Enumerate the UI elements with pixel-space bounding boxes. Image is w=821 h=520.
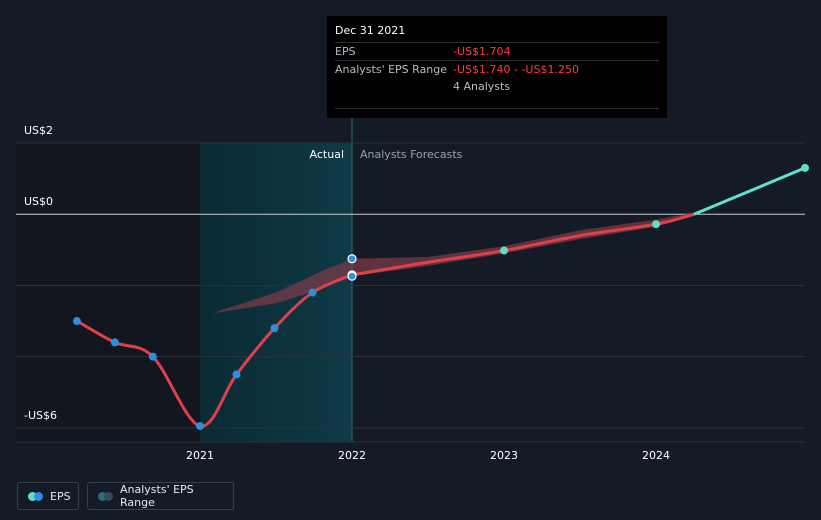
legend-eps-dot-1 [28,491,37,501]
y-tick-label-1: US$0 [24,195,53,208]
x-tick-label-1: 2022 [338,449,366,462]
eps-actual-point-0 [72,317,81,326]
legend-range-icon [98,491,113,501]
y-tick-label-2: -US$6 [24,409,57,422]
past-shade [16,143,201,442]
x-tick-label-3: 2024 [642,449,670,462]
legend-eps-icon [28,491,43,501]
legend-range-dot-1 [98,491,107,501]
tooltip-range-label: Analysts' EPS Range [335,63,448,76]
tooltip-eps-value: -US$1.704 [453,45,511,58]
legend-range-dot-2 [104,491,113,501]
tooltip-date: Dec 31 2021 [335,24,406,37]
actual-label: Actual [310,148,344,161]
tooltip-row-range: Analysts' EPS Range -US$1.740 - -US$1.25… [335,60,659,78]
x-tick-label-0: 2021 [186,449,214,462]
eps-forecast-point-4 [652,220,661,229]
eps-forecast-point-6 [801,163,809,172]
forecast-label: Analysts Forecasts [360,148,463,161]
x-tick-label-2: 2023 [490,449,518,462]
tooltip-divider [335,108,659,109]
tooltip-range-value: -US$1.740 - -US$1.250 [453,63,579,76]
tooltip-analysts-count: 4 Analysts [453,80,511,93]
tooltip-row-analysts: 4 Analysts [335,78,659,95]
tooltip-analysts-spacer [335,80,453,93]
eps-actual-point-6 [308,288,317,297]
eps-forecast-positive-line [693,166,806,216]
range-marker-0 [347,254,357,264]
eps-actual-point-2 [148,352,157,361]
eps-forecast-point-2 [500,246,509,255]
legend-eps[interactable]: EPS [17,482,79,510]
legend-range[interactable]: Analysts' EPS Range [87,482,234,510]
eps-actual-point-4 [232,370,241,379]
data-tooltip: Dec 31 2021 EPS -US$1.704 Analysts' EPS … [327,16,667,118]
legend-eps-label: EPS [50,489,71,503]
eps-actual-line [76,273,353,428]
eps-actual-point-5 [270,324,279,333]
tooltip-row-eps: EPS -US$1.704 [335,42,659,60]
eps-actual-point-1 [110,338,119,347]
range-marker-1 [347,271,357,281]
legend-range-label: Analysts' EPS Range [120,483,194,509]
legend-eps-dot-2 [34,491,43,501]
tooltip-eps-label: EPS [335,45,356,58]
y-tick-label-0: US$2 [24,124,53,137]
eps-actual-point-3 [196,422,205,431]
